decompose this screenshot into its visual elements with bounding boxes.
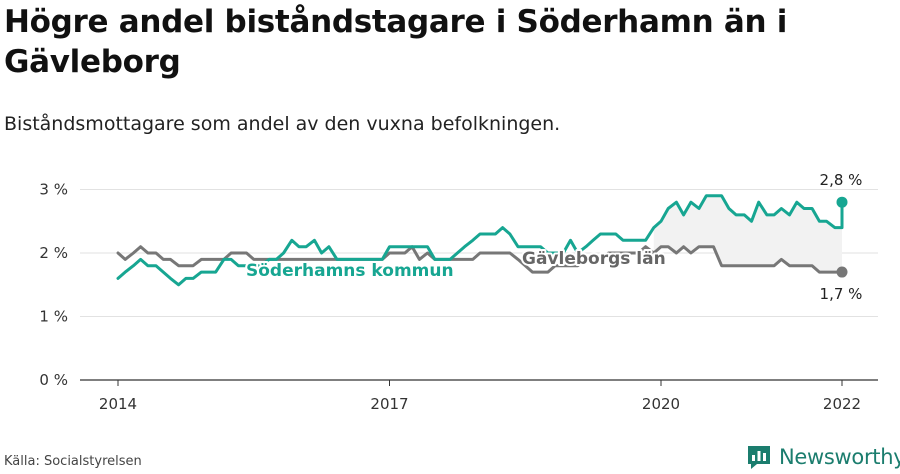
y-axis-ticks: 0 % 1 % 2 % 3 %: [39, 181, 68, 390]
brand-logo: Newsworthy: [745, 440, 900, 474]
chart-subtitle: Biståndsmottagare som andel av den vuxna…: [4, 113, 561, 135]
y-tick-label: 1 %: [39, 308, 68, 326]
series-line-soderhamn: [116, 194, 844, 287]
series-line-gavleborg: [116, 245, 844, 274]
y-tick-label: 3 %: [39, 181, 68, 199]
newsworthy-logo-icon: [748, 446, 770, 469]
end-value-gavleborg: 1,7 %: [820, 285, 863, 303]
series-label-soderhamn: Söderhamns kommun: [246, 261, 454, 281]
source-note: Källa: Socialstyrelsen: [4, 454, 142, 469]
end-point-soderhamn: [836, 196, 848, 208]
end-value-soderhamn: 2,8 %: [820, 171, 863, 189]
chart-title: Högre andel biståndstagare i Söderhamn ä…: [4, 4, 788, 80]
y-tick-label: 2 %: [39, 244, 68, 262]
series-label-gavleborg: Gävleborgs län: [522, 249, 666, 269]
x-tick-label: 2017: [370, 395, 408, 413]
end-point-gavleborg: [836, 266, 848, 278]
x-axis: 2014 2017 2020 2022: [80, 379, 878, 413]
x-tick-label: 2014: [99, 395, 137, 413]
x-tick-label: 2022: [823, 395, 861, 413]
brand-name: Newsworthy: [779, 445, 900, 469]
x-tick-label: 2020: [642, 395, 680, 413]
series-lines: [116, 194, 848, 287]
series-labels: Söderhamns kommun Gävleborgs län 2,8 % 1,7 …: [244, 169, 864, 305]
gap-area: [653, 195, 842, 273]
y-tick-label: 0 %: [39, 371, 68, 389]
